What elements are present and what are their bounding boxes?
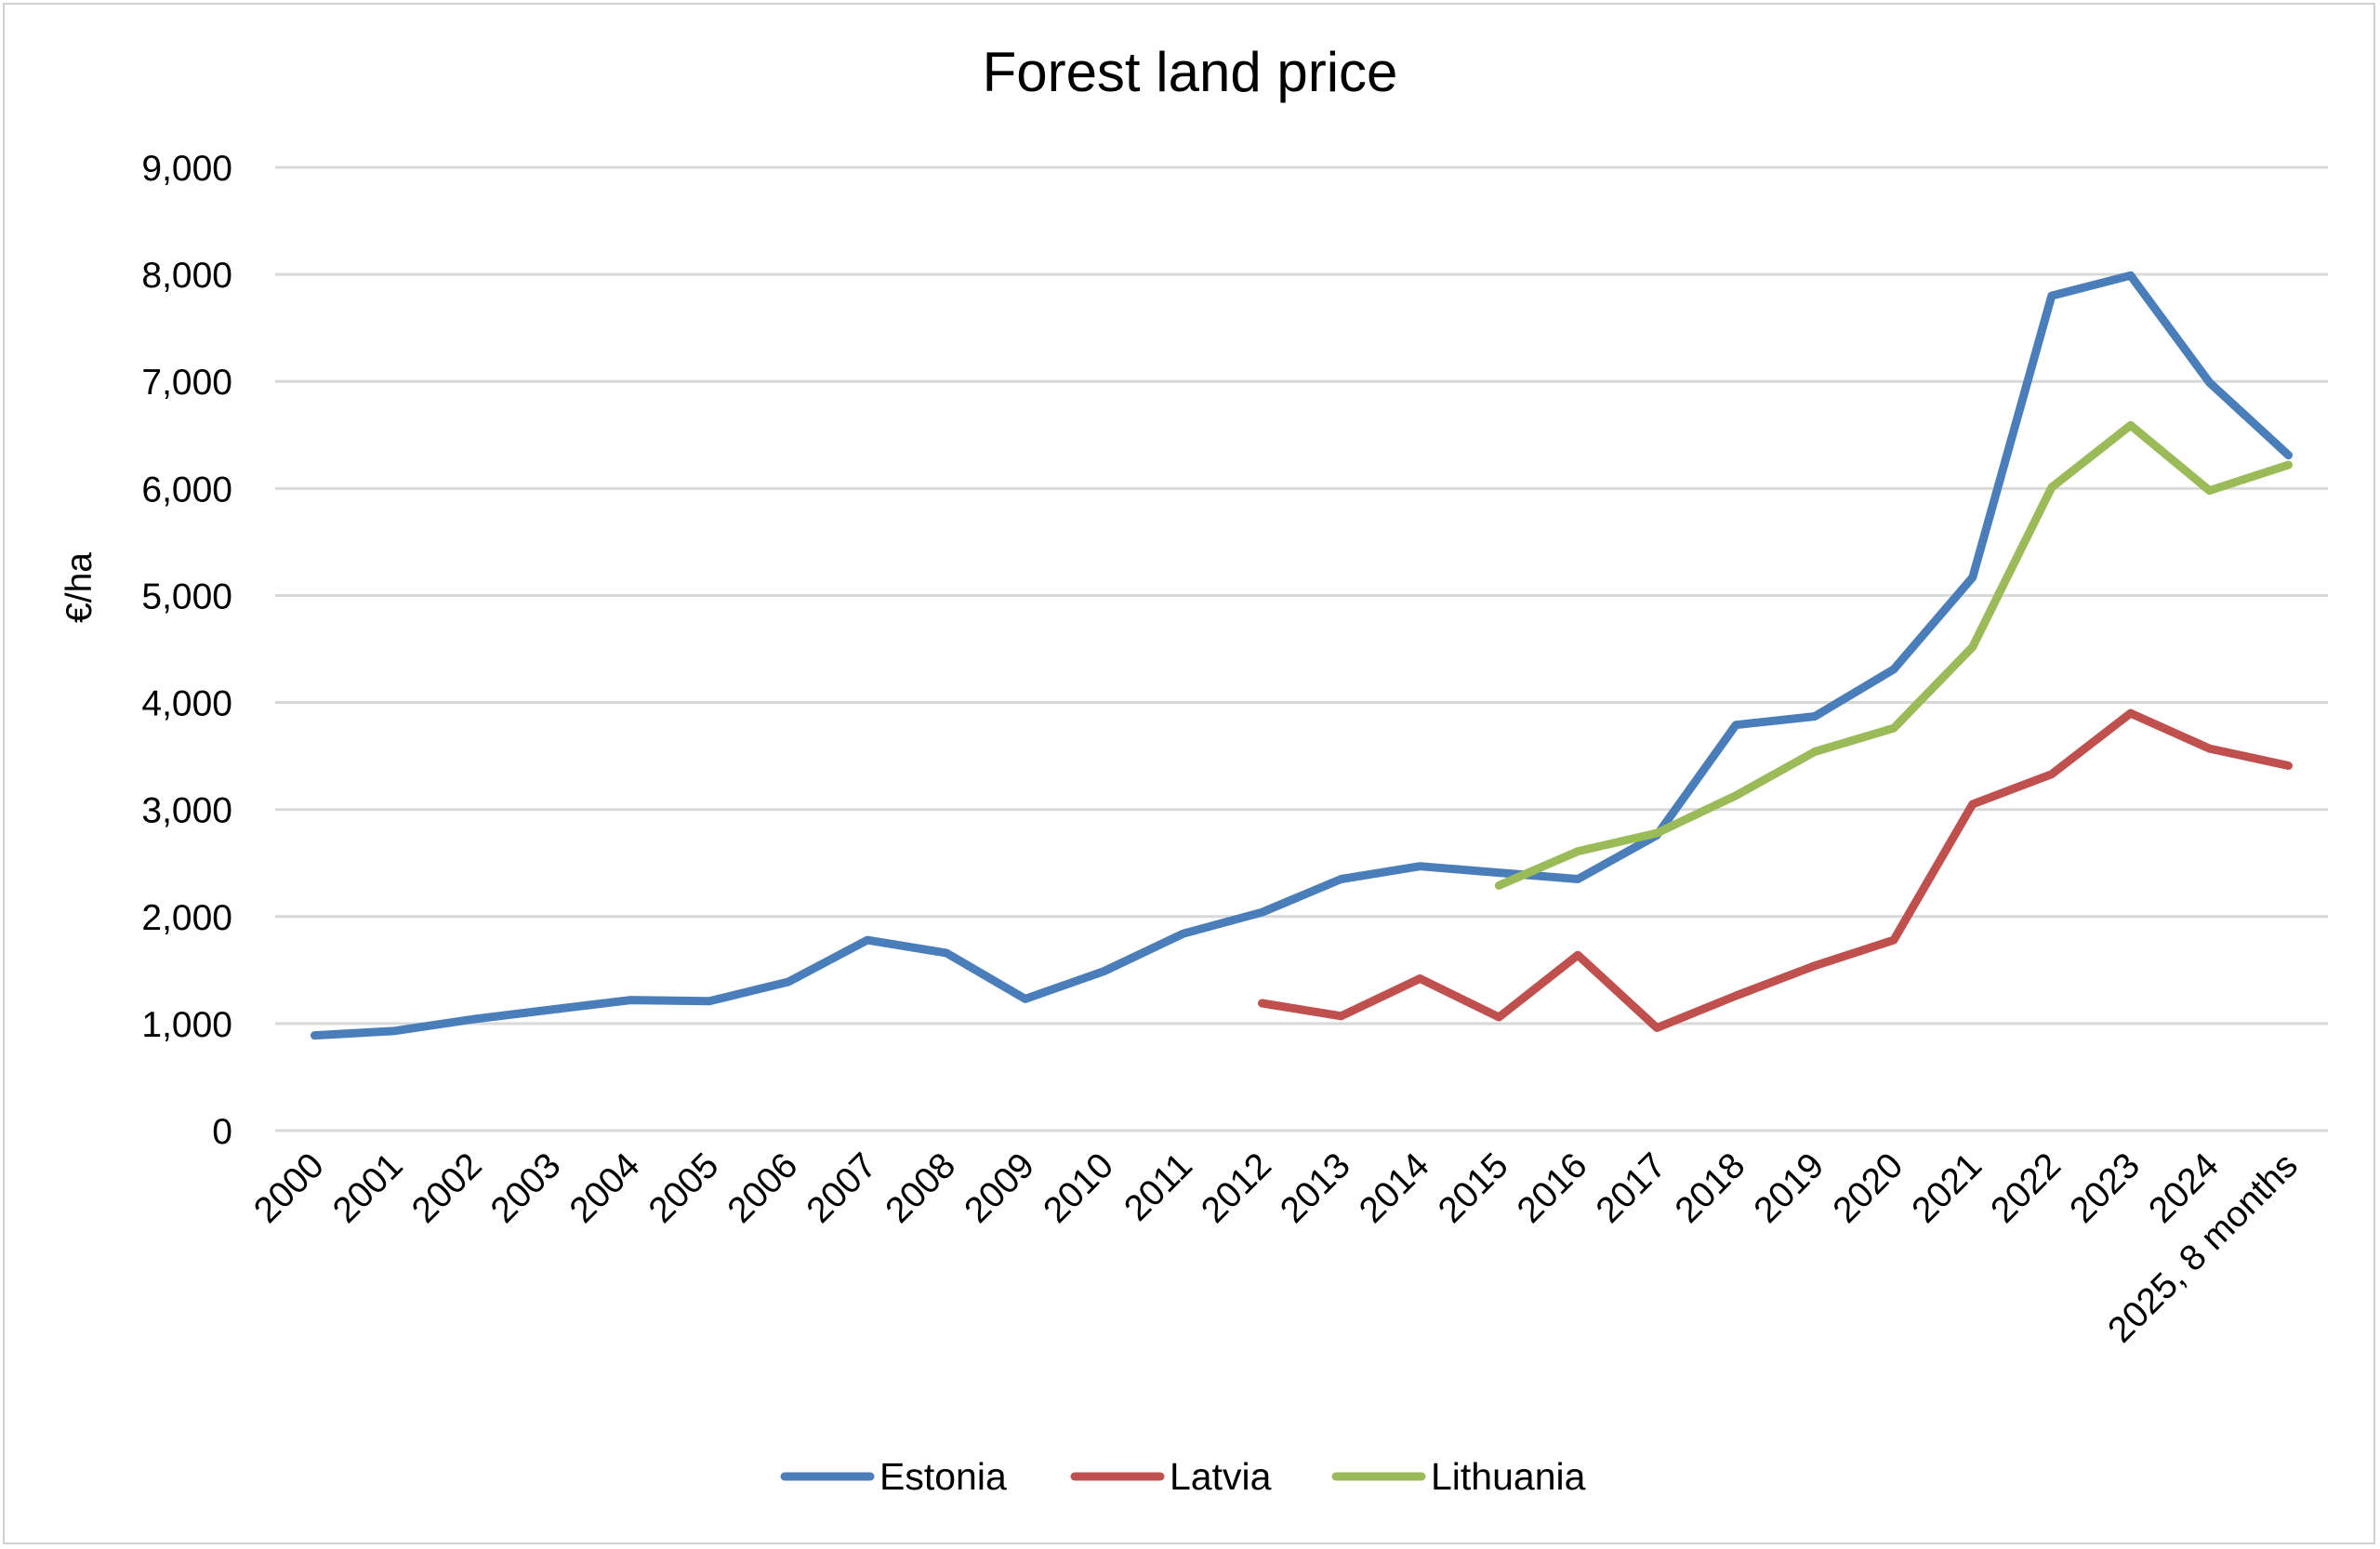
series-line-lithuania [1494, 420, 2293, 890]
legend: Estonia Latvia Lithuania [780, 1455, 1586, 1498]
data-point [1419, 866, 1421, 867]
data-point [2051, 295, 2053, 297]
data-point [1498, 884, 1500, 886]
gridlines [275, 165, 2328, 1132]
x-tick-label: 2001 [325, 1145, 411, 1231]
x-tick-label: 2009 [957, 1145, 1042, 1231]
series-line-estonia [311, 271, 2293, 1040]
data-point [1262, 911, 1263, 913]
data-point [1893, 727, 1895, 729]
x-tick-label: 2018 [1668, 1145, 1753, 1231]
y-tick-label: 4,000 [141, 684, 232, 724]
x-tick-label: 2020 [1826, 1145, 1911, 1231]
x-tick-label: 2014 [1352, 1145, 1437, 1231]
data-point [392, 1030, 394, 1032]
y-tick-label: 3,000 [141, 791, 232, 831]
y-tick-label: 8,000 [141, 256, 232, 296]
data-point [1262, 1002, 1263, 1004]
data-point [708, 1000, 710, 1002]
data-point [550, 1009, 552, 1011]
data-point [1735, 724, 1737, 726]
data-point [1577, 851, 1579, 853]
data-point [1814, 716, 1816, 718]
y-axis-label: €/ha [60, 552, 99, 623]
data-point [2130, 424, 2132, 426]
legend-label: Estonia [879, 1455, 1007, 1498]
data-point [2130, 712, 2132, 714]
data-point [1656, 1026, 1658, 1028]
data-point [1340, 1015, 1342, 1017]
data-point [1814, 965, 1816, 967]
legend-item-latvia: Latvia [1070, 1455, 1272, 1498]
data-point [1419, 978, 1421, 980]
data-point [1735, 995, 1737, 997]
y-axis-ticks: 0 1,000 2,000 3,000 4,000 5,000 6,000 7,000 8,00… [141, 149, 232, 1152]
data-point [1656, 832, 1658, 834]
x-axis-ticks: 2000200120022003200420052006200720082009… [246, 1145, 2306, 1351]
data-point [1735, 795, 1737, 797]
series-lithuania [1494, 420, 2293, 890]
data-point [2209, 381, 2211, 383]
data-point [945, 952, 947, 954]
data-point [2130, 274, 2132, 276]
x-tick-label: 2012 [1194, 1145, 1279, 1231]
x-tick-label: 2016 [1510, 1145, 1595, 1231]
x-tick-label: 2007 [800, 1145, 885, 1231]
legend-item-lithuania: Lithuania [1331, 1455, 1586, 1498]
y-tick-label: 5,000 [141, 576, 232, 616]
x-tick-label: 2008 [878, 1145, 963, 1231]
data-point [866, 939, 868, 941]
y-tick-label: 2,000 [141, 898, 232, 938]
y-tick-label: 7,000 [141, 363, 232, 403]
x-tick-label: 2010 [1036, 1145, 1121, 1231]
data-point [2209, 490, 2211, 492]
x-tick-label: 2017 [1589, 1145, 1674, 1231]
chart-title: Forest land price [983, 41, 1398, 103]
x-tick-label: 2022 [1983, 1145, 2069, 1231]
data-point [1340, 878, 1342, 880]
data-point [1498, 1016, 1500, 1018]
y-tick-label: 9,000 [141, 149, 232, 189]
x-tick-label: 2006 [721, 1145, 806, 1231]
x-tick-label: 2021 [1904, 1145, 1990, 1231]
data-point [2209, 748, 2211, 749]
x-tick-label: 2002 [404, 1145, 490, 1231]
legend-item-estonia: Estonia [780, 1455, 1007, 1498]
x-tick-label: 2015 [1431, 1145, 1516, 1231]
data-point [1893, 939, 1895, 941]
y-tick-label: 0 [212, 1112, 232, 1152]
data-point [1972, 576, 1974, 578]
y-tick-label: 6,000 [141, 470, 232, 510]
data-point [1814, 751, 1816, 753]
data-point [1577, 954, 1579, 956]
data-point [2051, 486, 2053, 488]
series-lines [311, 271, 2293, 1040]
y-tick-label: 1,000 [141, 1005, 232, 1045]
data-point [1972, 803, 1974, 805]
series-line-latvia [1258, 708, 2293, 1032]
data-point [2288, 764, 2290, 766]
data-point [313, 1035, 315, 1037]
x-tick-label: 2003 [483, 1145, 569, 1231]
data-point [1972, 646, 1974, 648]
x-tick-label: 2011 [1117, 1145, 1200, 1229]
data-point [2288, 464, 2290, 466]
x-tick-label: 2023 [2062, 1145, 2148, 1231]
data-point [1498, 872, 1500, 874]
x-tick-label: 2005 [641, 1145, 727, 1231]
x-tick-label: 2019 [1747, 1145, 1832, 1231]
data-point [2288, 455, 2290, 457]
chart-frame [3, 3, 2375, 1544]
series-estonia [311, 271, 2293, 1040]
legend-label: Lithuania [1431, 1455, 1586, 1498]
x-tick-label: 2000 [246, 1145, 332, 1231]
x-tick-label: 2013 [1273, 1145, 1358, 1231]
data-point [1577, 878, 1579, 880]
series-latvia [1258, 708, 2293, 1032]
legend-label: Latvia [1170, 1455, 1272, 1498]
data-point [787, 981, 789, 983]
data-point [471, 1018, 473, 1020]
x-tick-label: 2004 [562, 1145, 648, 1231]
